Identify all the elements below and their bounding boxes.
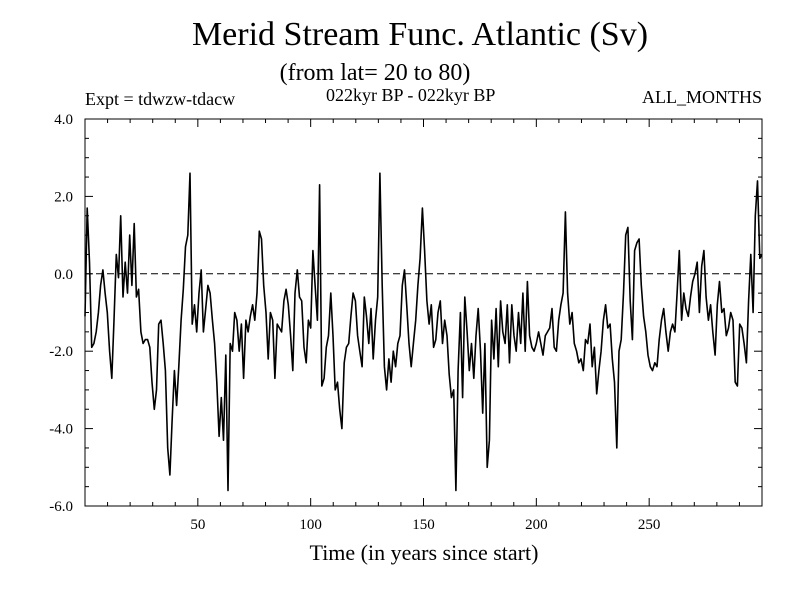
x-tick-label: 250 (638, 517, 661, 533)
axis-tick-labels: 50 100 150 200 250 -6.0 -4.0 -2.0 0.0 2.0 4.0 (49, 112, 660, 533)
y-tick-label: -6.0 (49, 499, 73, 515)
x-tick-label: 200 (525, 517, 548, 533)
x-tick-label: 50 (190, 517, 205, 533)
x-tick-label: 100 (299, 517, 322, 533)
series-line (84, 172, 763, 492)
y-tick-label: 0.0 (54, 267, 73, 283)
chart-subtitle: (from lat= 20 to 80) (279, 60, 471, 86)
y-tick-label: -2.0 (49, 344, 73, 360)
period-label: 022kyr BP - 022kyr BP (326, 85, 496, 105)
chart-title: Merid Stream Func. Atlantic (Sv) (191, 16, 649, 53)
x-tick-label: 150 (412, 517, 435, 533)
y-tick-label: 4.0 (54, 112, 73, 128)
x-axis-label: Time (in years since start) (309, 540, 539, 565)
plot-frame (84, 118, 763, 507)
months-label: ALL_MONTHS (642, 87, 762, 107)
axis-ticks (85, 119, 762, 506)
y-tick-label: -4.0 (49, 422, 73, 438)
experiment-label: Expt = tdwzw-tdacw (85, 89, 236, 109)
y-tick-label: 2.0 (54, 189, 73, 205)
